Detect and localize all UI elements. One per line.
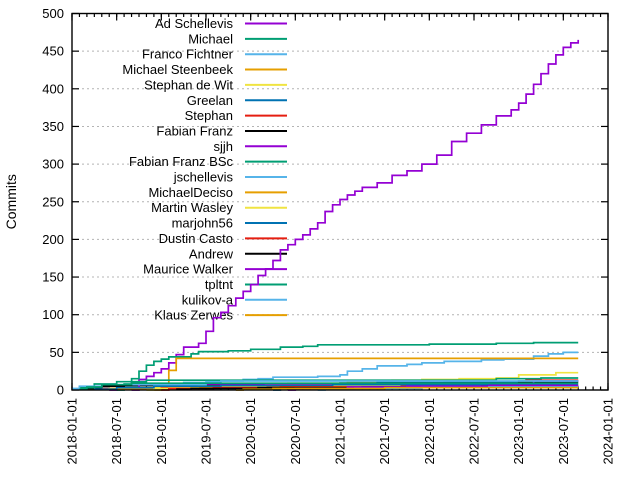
- legend-label: Maurice Walker: [143, 262, 233, 277]
- legend-item-fabian-franz-bsc: Fabian Franz BSc: [129, 154, 287, 169]
- x-tick-label: 2023-01-01: [511, 398, 526, 465]
- y-tick-label: 400: [42, 81, 64, 96]
- plot-border: [71, 12, 609, 391]
- legend-label: Fabian Franz BSc: [129, 154, 234, 169]
- x-tick-label: 2019-07-01: [199, 398, 214, 465]
- legend-label: kulikov-a: [182, 292, 234, 307]
- y-tick-label: 500: [42, 6, 64, 21]
- x-tick-label: 2023-07-01: [556, 398, 571, 465]
- series-line-marjohn56: [94, 383, 579, 391]
- legend-item-greelan: Greelan: [187, 93, 287, 108]
- legend-item-dustin-casto: Dustin Casto: [159, 231, 287, 246]
- legend-item-tpltnt: tpltnt: [205, 277, 287, 292]
- y-tick-label: 50: [50, 345, 64, 360]
- grid-layer: [72, 50, 608, 353]
- y-tick-label: 150: [42, 270, 64, 285]
- legend-item-ad-schellevis: Ad Schellevis: [155, 16, 287, 31]
- x-tick-label: 2024-01-01: [601, 398, 616, 465]
- y-tick-label: 450: [42, 44, 64, 59]
- legend-label: MichaelDeciso: [148, 185, 233, 200]
- x-tick-label: 2022-01-01: [422, 398, 437, 465]
- legend-label: jschellevis: [173, 170, 234, 185]
- y-tick-label: 200: [42, 232, 64, 247]
- legend-item-kulikov-a: kulikov-a: [182, 292, 287, 307]
- y-tick-label: 350: [42, 119, 64, 134]
- legend-label: Ad Schellevis: [155, 16, 234, 31]
- legend-label: Stephan de Wit: [144, 77, 233, 92]
- series-line-tpltnt: [79, 382, 579, 391]
- y-tick-label: 300: [42, 157, 64, 172]
- legend-label: marjohn56: [172, 216, 233, 231]
- y-tick-label: 0: [57, 383, 64, 398]
- legend-item-andrew: Andrew: [189, 246, 287, 261]
- legend-item-michael: Michael: [188, 31, 287, 46]
- x-tick-label: 2019-01-01: [154, 398, 169, 465]
- x-tick-label: 2018-07-01: [109, 398, 124, 465]
- x-tick-label: 2021-01-01: [333, 398, 348, 465]
- legend-item-martin-wasley: Martin Wasley: [151, 200, 287, 215]
- legend-item-stephan: Stephan: [185, 108, 287, 123]
- legend-item-stephan-de-wit: Stephan de Wit: [144, 77, 287, 92]
- legend-label: Stephan: [185, 108, 233, 123]
- legend-item-jschellevis: jschellevis: [173, 170, 287, 185]
- legend-item-marjohn56: marjohn56: [172, 216, 287, 231]
- legend-item-franco-fichtner: Franco Fichtner: [142, 47, 287, 62]
- x-tick-label: 2021-07-01: [377, 398, 392, 465]
- x-tick-label: 2018-01-01: [65, 398, 80, 465]
- legend-label: Michael Steenbeek: [122, 62, 233, 77]
- x-tick-label: 2020-07-01: [288, 398, 303, 465]
- legend-label: Greelan: [187, 93, 233, 108]
- y-tick-label: 100: [42, 307, 64, 322]
- legend-label: Michael: [188, 31, 233, 46]
- x-tick-label: 2022-07-01: [467, 398, 482, 465]
- legend-item-michaeldeciso: MichaelDeciso: [148, 185, 287, 200]
- series-line-jschellevis: [72, 380, 579, 390]
- series-line-michael: [116, 341, 579, 391]
- legend-item-fabian-franz: Fabian Franz: [156, 123, 287, 138]
- legend-label: Martin Wasley: [151, 200, 233, 215]
- y-axis-label: Commits: [3, 174, 19, 229]
- legend-item-michael-steenbeek: Michael Steenbeek: [122, 62, 287, 77]
- legend-label: Fabian Franz: [156, 123, 233, 138]
- legend-item-sjjh: sjjh: [213, 139, 287, 154]
- legend-label: Dustin Casto: [159, 231, 233, 246]
- legend-label: sjjh: [213, 139, 233, 154]
- legend-label: tpltnt: [205, 277, 234, 292]
- series-layer: [72, 39, 580, 391]
- y-tick-label: 250: [42, 194, 64, 209]
- series-line-fabian-franz-bsc: [79, 377, 579, 389]
- legend-label: Andrew: [189, 246, 234, 261]
- x-tick-label: 2020-01-01: [243, 398, 258, 465]
- tick-labels-layer: 0 50 100 150 200 250 300 350 400 450 500 2018-01-01…: [42, 6, 615, 465]
- legend-label: Franco Fichtner: [142, 47, 234, 62]
